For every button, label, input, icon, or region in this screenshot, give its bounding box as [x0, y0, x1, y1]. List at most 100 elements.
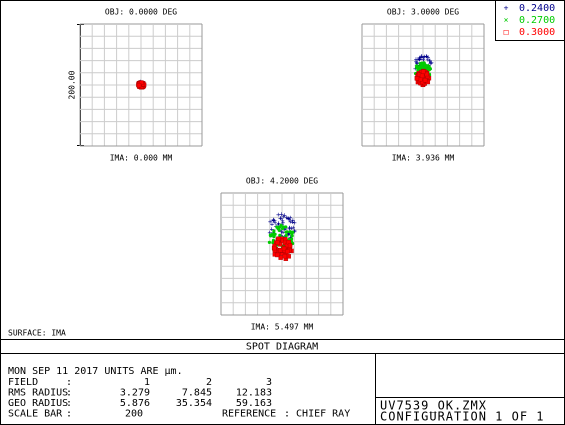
plot-footer: IMA: 5.497 MM — [251, 323, 314, 332]
spot: + — [422, 53, 426, 61]
plot-footer: IMA: 0.000 MM — [110, 154, 173, 163]
legend-label: 0.2400 — [519, 3, 555, 14]
spot: + — [424, 52, 428, 60]
spot — [278, 233, 282, 237]
info-cell: 5.876 — [120, 398, 150, 409]
spot: + — [281, 219, 285, 227]
spot — [275, 240, 280, 245]
spot — [272, 245, 277, 251]
spot: + — [270, 220, 274, 228]
spot — [267, 240, 272, 244]
spot: + — [279, 228, 283, 236]
spot — [284, 225, 288, 229]
file-name: UV7539_OK.ZMX — [380, 399, 487, 413]
spot: + — [279, 211, 283, 219]
spot: + — [288, 214, 292, 222]
spot: + — [293, 219, 297, 227]
surface-label: SURFACE: IMA — [8, 329, 66, 338]
spot — [289, 237, 294, 241]
spot: + — [279, 215, 283, 223]
spot — [428, 67, 432, 71]
spot: + — [425, 53, 429, 61]
spot: + — [278, 214, 282, 222]
info-cell: 3.279 — [120, 388, 150, 399]
spot: + — [429, 60, 433, 68]
spot: + — [290, 224, 294, 232]
spot — [272, 229, 276, 233]
spot: + — [414, 58, 418, 66]
spot: + — [413, 65, 417, 73]
spot: + — [416, 55, 420, 63]
spot: + — [271, 217, 275, 225]
spot: + — [428, 57, 432, 65]
legend-symbol: + — [504, 4, 509, 13]
spot: + — [422, 62, 426, 70]
spot: + — [293, 228, 297, 236]
spot — [281, 226, 285, 231]
spot: + — [271, 216, 275, 224]
spot — [285, 230, 289, 234]
spot — [285, 249, 290, 254]
info-cell: 35.354 — [176, 398, 212, 409]
info-cell: : CHIEF RAY — [284, 409, 350, 420]
plot-footer: IMA: 3.936 MM — [392, 154, 455, 163]
spot: + — [276, 211, 280, 219]
spot — [414, 76, 420, 81]
spot: + — [286, 231, 290, 239]
legend-label: 0.3000 — [519, 27, 555, 38]
spot: + — [280, 217, 284, 225]
spot: + — [415, 60, 419, 68]
scale-label: 200.00 — [68, 70, 77, 99]
spot: + — [291, 224, 295, 232]
spot: + — [286, 215, 290, 223]
spot — [426, 64, 430, 68]
spot — [290, 234, 294, 238]
info-cell: RMS RADIUS — [8, 388, 68, 399]
spot: + — [281, 228, 285, 236]
spot — [418, 65, 422, 69]
spot: + — [268, 218, 272, 226]
spot: + — [290, 218, 294, 226]
spot: + — [277, 219, 281, 227]
spot — [419, 63, 424, 67]
spot — [282, 253, 288, 259]
spot: + — [417, 55, 421, 63]
spot: + — [426, 56, 430, 64]
info-cell: 200 — [125, 409, 143, 420]
spot — [276, 227, 280, 231]
spot: + — [287, 230, 291, 238]
spot — [415, 64, 419, 68]
spot: + — [287, 224, 291, 232]
spot: + — [419, 53, 423, 61]
spot: + — [270, 225, 274, 233]
spot: + — [273, 217, 277, 225]
spot: + — [421, 54, 425, 62]
spot: + — [417, 55, 421, 63]
spot — [276, 236, 281, 241]
legend-box — [495, 0, 565, 41]
legend-label: 0.2700 — [519, 15, 555, 26]
spot: + — [293, 227, 297, 235]
plot-title: OBJ: 0.0000 DEG — [105, 8, 177, 17]
date-line: MON SEP 11 2017 UNITS ARE µm. — [8, 366, 183, 377]
spot — [424, 71, 429, 77]
info-cell: SCALE BAR — [8, 409, 63, 420]
spot: + — [288, 230, 292, 238]
spot — [291, 230, 295, 234]
spot: + — [286, 214, 290, 222]
spot: + — [426, 53, 430, 61]
spot: + — [283, 226, 287, 234]
spot: + — [288, 218, 292, 226]
spot: + — [276, 221, 280, 229]
info-cell: 12.183 — [236, 388, 272, 399]
legend-symbol: □ — [504, 28, 509, 37]
config: CONFIGURATION 1 OF 1 — [380, 410, 545, 424]
info-cell: FIELD — [8, 377, 38, 388]
info-cell: GEO RADIUS — [8, 398, 68, 409]
spot — [278, 255, 283, 260]
info-cell: REFERENCE — [222, 409, 276, 420]
spot — [281, 246, 287, 252]
spot — [420, 69, 426, 74]
spot: + — [288, 234, 292, 242]
spot — [419, 73, 425, 79]
